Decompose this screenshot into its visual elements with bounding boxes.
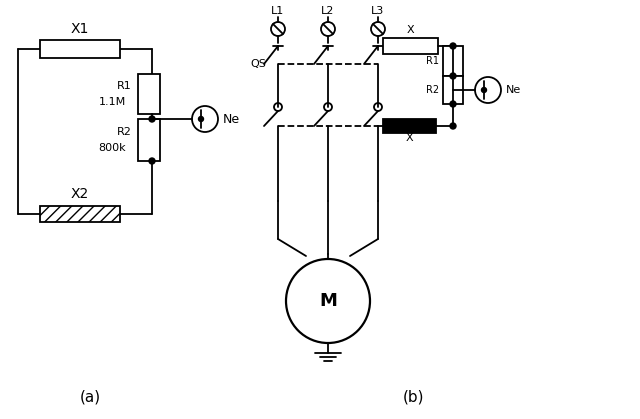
Text: X: X bbox=[406, 25, 414, 35]
Text: X: X bbox=[405, 133, 413, 143]
Text: X1: X1 bbox=[71, 22, 89, 36]
Text: L2: L2 bbox=[321, 6, 335, 16]
Text: M: M bbox=[319, 292, 337, 310]
Bar bbox=[383, 38, 438, 54]
Text: L1: L1 bbox=[271, 6, 285, 16]
Text: X2: X2 bbox=[71, 187, 89, 201]
Text: 1.1M: 1.1M bbox=[99, 97, 126, 107]
Text: R2: R2 bbox=[117, 127, 132, 137]
Text: R1: R1 bbox=[117, 81, 132, 91]
Text: Ne: Ne bbox=[223, 112, 240, 126]
Bar bbox=[443, 46, 463, 76]
Text: R2: R2 bbox=[426, 85, 439, 95]
Bar bbox=[40, 206, 120, 222]
Text: R1: R1 bbox=[426, 56, 439, 66]
Circle shape bbox=[198, 116, 204, 122]
Text: QS: QS bbox=[250, 59, 266, 69]
Bar bbox=[138, 74, 160, 114]
Text: Ne: Ne bbox=[506, 85, 521, 95]
Circle shape bbox=[450, 73, 456, 79]
Circle shape bbox=[450, 43, 456, 49]
Bar bbox=[443, 76, 463, 104]
Circle shape bbox=[149, 116, 155, 122]
Circle shape bbox=[450, 101, 456, 107]
Circle shape bbox=[481, 88, 486, 93]
Text: (b): (b) bbox=[403, 390, 424, 404]
Text: (a): (a) bbox=[79, 390, 100, 404]
Bar bbox=[138, 119, 160, 161]
Text: KM: KM bbox=[383, 122, 400, 132]
Circle shape bbox=[149, 158, 155, 164]
Bar bbox=[40, 40, 120, 58]
Circle shape bbox=[450, 123, 456, 129]
Bar bbox=[383, 119, 436, 133]
Text: 800k: 800k bbox=[99, 143, 126, 153]
Text: L3: L3 bbox=[371, 6, 385, 16]
